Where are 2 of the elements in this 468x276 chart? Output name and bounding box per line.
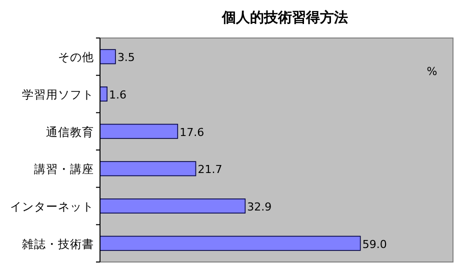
annotation: % (426, 65, 438, 78)
title: 個人的技術習得方法 (222, 10, 348, 26)
